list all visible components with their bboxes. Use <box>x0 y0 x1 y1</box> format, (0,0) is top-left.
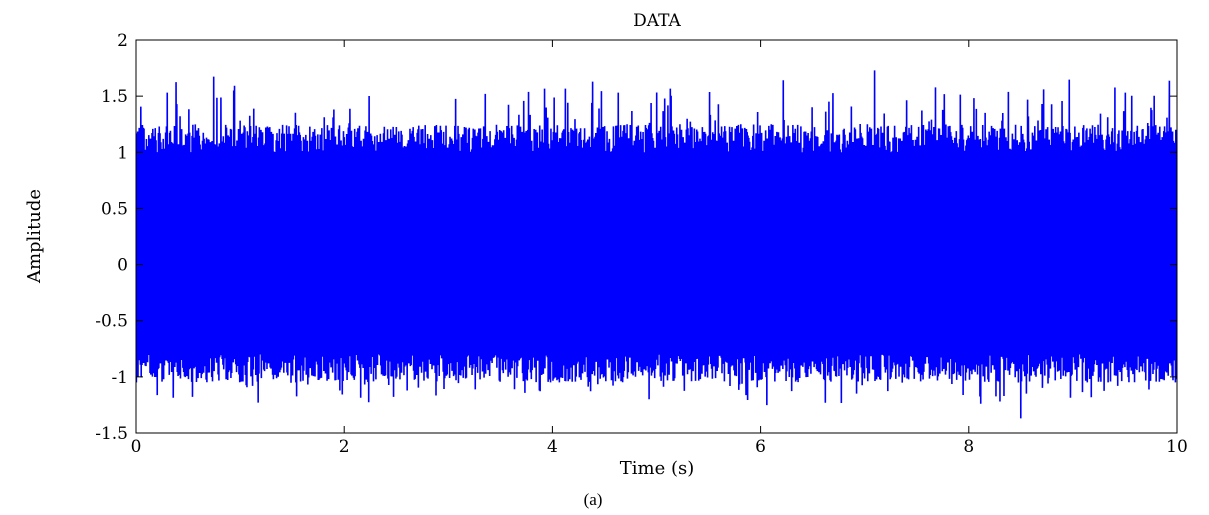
x-tick-label: 10 <box>1166 437 1188 457</box>
x-axis-label: Time (s) <box>620 458 695 479</box>
x-tick-label: 6 <box>755 437 766 457</box>
x-tick-label: 4 <box>547 437 558 457</box>
y-tick-label: 0.5 <box>101 199 128 219</box>
x-tick-label: 2 <box>339 437 350 457</box>
y-tick-label: 1.5 <box>101 87 128 107</box>
x-axis: 0 2 4 6 8 10 <box>131 40 1188 457</box>
y-axis-label: Amplitude <box>24 189 45 284</box>
y-tick-label: 2 <box>117 31 128 51</box>
series-group <box>136 70 1177 419</box>
chart-title: DATA <box>633 11 681 31</box>
y-axis: -1.5 -1 -0.5 0 0.5 1 1.5 2 <box>95 31 1177 444</box>
y-tick-label: -1.5 <box>95 424 128 444</box>
figure-caption: (a) <box>584 490 603 509</box>
y-tick-label: 1 <box>117 143 128 163</box>
series-line <box>136 70 1177 419</box>
axes-box <box>135 39 1178 434</box>
y-tick-label: 0 <box>117 256 128 276</box>
y-tick-label: -0.5 <box>95 312 128 332</box>
x-tick-label: 0 <box>131 437 142 457</box>
x-tick-label: 8 <box>963 437 974 457</box>
plot-area <box>136 70 1177 419</box>
y-tick-label: -1 <box>111 368 128 388</box>
